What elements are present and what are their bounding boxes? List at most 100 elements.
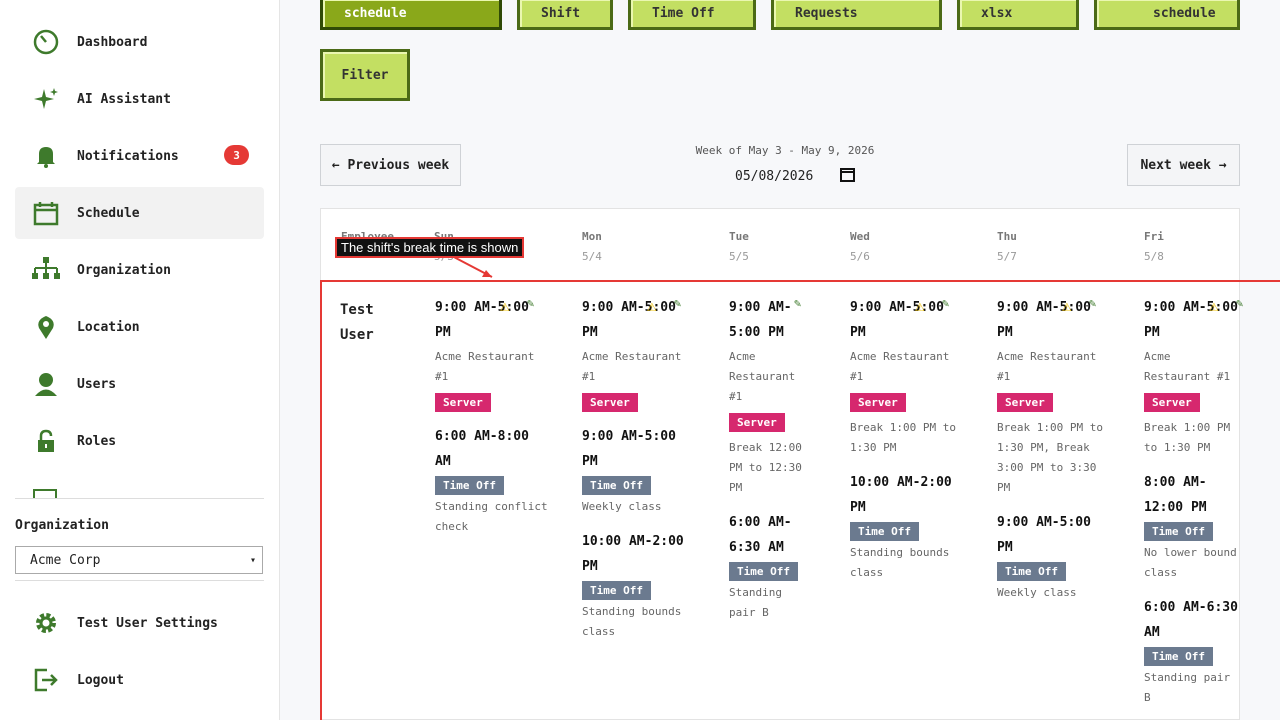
calendar-icon[interactable]	[840, 167, 855, 186]
shift-time[interactable]: 9:00 AM-5:00 PM	[850, 300, 944, 340]
time-off-time: 8:00 AM-12:00 PM	[1144, 475, 1207, 515]
sidebar-item-label: Schedule	[77, 205, 140, 221]
export-schedule-button[interactable]: schedule	[1094, 0, 1240, 30]
warning-icon: ⚠	[915, 296, 925, 315]
column-header-thu: Thu 5/7	[997, 227, 1017, 267]
time-off-badge: Time Off	[582, 476, 651, 495]
calendar-icon	[31, 198, 61, 228]
shift-button[interactable]: Shift	[517, 0, 613, 30]
time-off-badge: Time Off	[729, 562, 798, 581]
next-week-button[interactable]: Next week →	[1127, 144, 1240, 186]
date-value: 05/08/2026	[735, 168, 814, 184]
logout-icon	[31, 665, 61, 695]
sidebar-item-ai-assistant[interactable]: AI Assistant	[15, 73, 264, 125]
sidebar-item-location[interactable]: Location	[15, 301, 264, 353]
day-cell: 9:00 AM-5:00 PM ✎ Acme Restaurant #1 Server…	[729, 295, 814, 623]
day-cell: 9:00 AM-5:00 PM ⚠ ✎ Acme Restaurant #1 Serve…	[1144, 295, 1244, 708]
logout-link[interactable]: Logout	[15, 654, 264, 706]
break-info: Break 1:00 PM to 1:30 PM	[850, 421, 956, 454]
settings-link[interactable]: Test User Settings	[15, 597, 264, 649]
time-off-badge: Time Off	[435, 476, 504, 495]
shift-time[interactable]: 9:00 AM-5:00 PM	[729, 300, 792, 340]
time-off-note: Standing bounds class	[850, 546, 950, 579]
edit-icon[interactable]: ✎	[1236, 296, 1244, 310]
week-date-input[interactable]: 05/08/2026	[735, 166, 855, 186]
sidebar-item-label: Organization	[77, 262, 171, 278]
edit-icon[interactable]: ✎	[1089, 296, 1097, 310]
sidebar-item-notifications[interactable]: Notifications 3	[15, 130, 264, 182]
filter-button[interactable]: Filter	[320, 49, 410, 101]
time-off-note: Standing conflict check	[435, 500, 548, 533]
shift-time[interactable]: 9:00 AM-5:00 PM	[1144, 300, 1238, 340]
role-badge: Server	[997, 393, 1053, 412]
main-content: schedule Shift Time Off Requests xlsx sc…	[280, 0, 1280, 720]
shift-location: Acme Restaurant #1	[997, 350, 1097, 383]
edit-icon[interactable]: ✎	[674, 296, 682, 310]
time-off-button[interactable]: Time Off	[628, 0, 756, 30]
header-day: Fri	[1144, 230, 1164, 243]
sidebar-item-users[interactable]: Users	[15, 358, 264, 410]
time-off-badge: Time Off	[850, 522, 919, 541]
annotation-arrow	[449, 254, 493, 278]
column-header-mon: Mon 5/4	[582, 227, 602, 267]
warning-icon: ⚠	[1062, 296, 1072, 315]
time-off-time: 10:00 AM-2:00 PM	[850, 475, 952, 515]
edit-icon[interactable]: ✎	[794, 296, 802, 310]
time-off-badge: Time Off	[1144, 522, 1213, 541]
sidebar-item-label: Location	[77, 319, 140, 335]
time-off-note: Weekly class	[997, 586, 1077, 599]
role-badge: Server	[435, 393, 491, 412]
shift-location: Acme Restaurant #1	[850, 350, 950, 383]
xlsx-button[interactable]: xlsx	[957, 0, 1079, 30]
chevron-down-icon: ▾	[249, 554, 256, 566]
sidebar-item-dashboard[interactable]: Dashboard	[15, 16, 264, 68]
header-day: Wed	[850, 230, 870, 243]
lock-icon	[31, 426, 61, 456]
shift-time[interactable]: 9:00 AM-5:00 PM	[435, 300, 529, 340]
header-date: 5/4	[582, 250, 602, 263]
time-off-badge: Time Off	[997, 562, 1066, 581]
map-pin-icon	[31, 312, 61, 342]
header-date: 5/8	[1144, 250, 1164, 263]
employee-name: Test User	[340, 302, 374, 343]
header-date: 5/5	[729, 250, 749, 263]
sidebar-item-roles[interactable]: Roles	[15, 415, 264, 467]
schedule-table: Employee Sun 5/3 Mon 5/4 Tue 5/5 Wed 5/6 Thu…	[320, 208, 1240, 720]
edit-icon[interactable]: ✎	[942, 296, 950, 310]
notification-badge: 3	[224, 145, 249, 165]
time-off-time: 6:00 AM-6:30 AM	[1144, 600, 1238, 640]
time-off-time: 10:00 AM-2:00 PM	[582, 534, 684, 574]
button-label: Shift	[541, 5, 581, 21]
time-off-time: 9:00 AM-5:00 PM	[582, 429, 676, 469]
sidebar-item-label: Notifications	[77, 148, 179, 164]
sidebar-item-organization[interactable]: Organization	[15, 244, 264, 296]
edit-icon[interactable]: ✎	[527, 296, 535, 310]
header-day: Sun	[434, 230, 454, 243]
time-off-note: Standing pair B	[729, 586, 782, 619]
role-badge: Server	[1144, 393, 1200, 412]
shift-time[interactable]: 9:00 AM-5:00 PM	[997, 300, 1091, 340]
time-off-time: 9:00 AM-5:00 PM	[997, 515, 1091, 555]
sidebar-item-schedule[interactable]: Schedule	[15, 187, 264, 239]
shift-location: Acme Restaurant #1	[435, 350, 535, 383]
org-chart-icon	[31, 255, 61, 285]
organization-select[interactable]: Acme Corp ▾	[15, 546, 263, 574]
dashboard-icon	[31, 27, 61, 57]
day-cell: 9:00 AM-5:00 PM ⚠ ✎ Acme Restaurant #1 Serve…	[850, 295, 965, 583]
button-label: schedule	[344, 5, 407, 21]
time-off-note: Standing bounds class	[582, 605, 682, 638]
previous-week-button[interactable]: ← Previous week	[320, 144, 461, 186]
header-day: Mon	[582, 230, 602, 243]
warning-icon: ⚠	[1209, 296, 1219, 315]
header-day: Employee	[341, 230, 394, 243]
role-badge: Server	[729, 413, 785, 432]
divider	[15, 580, 264, 581]
schedule-button[interactable]: schedule	[320, 0, 502, 30]
organization-select-value: Acme Corp	[30, 552, 101, 568]
requests-button[interactable]: Requests	[771, 0, 942, 30]
header-day: Tue	[729, 230, 749, 243]
time-off-badge: Time Off	[1144, 647, 1213, 666]
divider	[15, 498, 264, 499]
header-day: Thu	[997, 230, 1017, 243]
shift-time[interactable]: 9:00 AM-5:00 PM	[582, 300, 676, 340]
